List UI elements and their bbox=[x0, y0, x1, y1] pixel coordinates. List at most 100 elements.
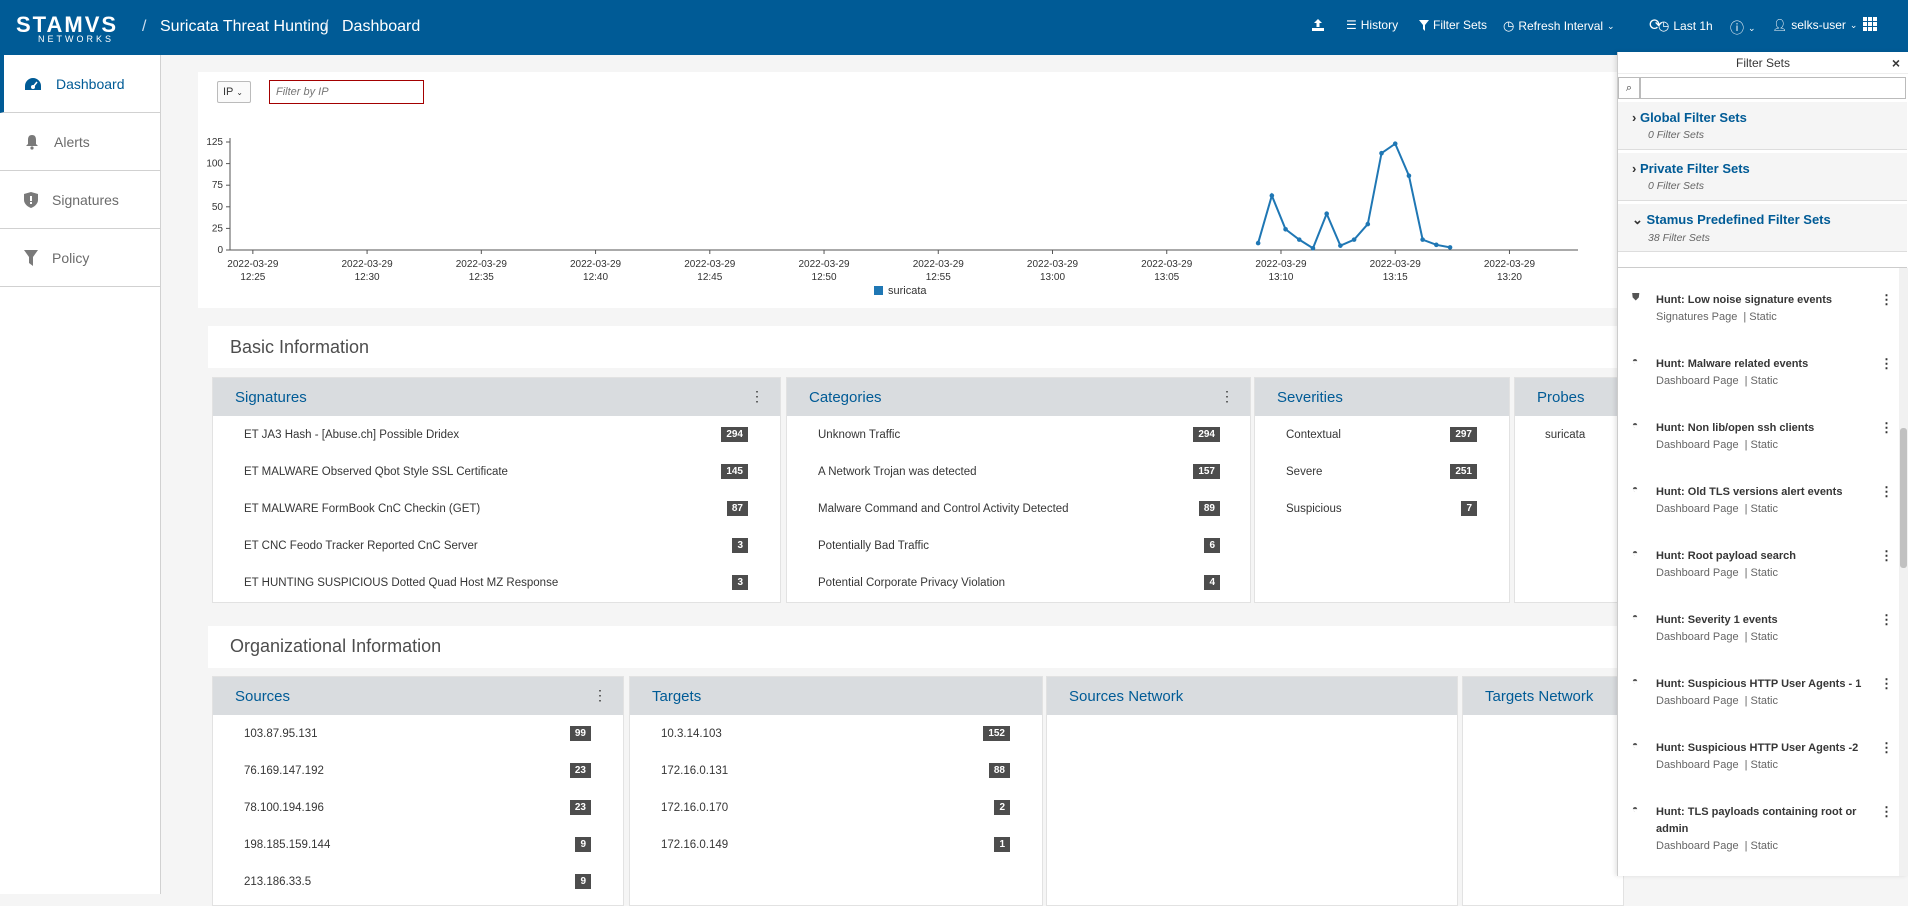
sidebar-item-dashboard[interactable]: Dashboard bbox=[0, 55, 160, 113]
sidebar-item-signatures[interactable]: Signatures bbox=[0, 171, 160, 229]
filter-set-title[interactable]: Hunt: Old TLS versions alert events bbox=[1656, 486, 1843, 498]
logo-main: STAMVS bbox=[16, 12, 119, 37]
close-icon[interactable]: × bbox=[1891, 55, 1900, 71]
table-row[interactable]: Potential Corporate Privacy Violation 4 bbox=[787, 564, 1250, 601]
help-dropdown[interactable]: ⓘ ⌄ bbox=[1730, 18, 1756, 38]
filter-set-title[interactable]: Hunt: Non lib/open ssh clients bbox=[1656, 422, 1815, 434]
kebab-menu-icon[interactable]: ⋮ bbox=[1880, 740, 1893, 755]
table-row[interactable]: ET HUNTING SUSPICIOUS Dotted Quad Host M… bbox=[213, 564, 780, 601]
card-title[interactable]: Targets bbox=[652, 687, 702, 705]
data-point bbox=[1255, 240, 1261, 246]
table-row[interactable]: 172.16.0.131 88 bbox=[630, 752, 1042, 789]
filter-set-title[interactable]: Hunt: Suspicious HTTP User Agents -2 bbox=[1656, 742, 1859, 754]
apps-grid-button[interactable] bbox=[1863, 17, 1877, 31]
count-badge: 294 bbox=[1193, 427, 1220, 442]
filter-set-title[interactable]: Hunt: Root payload search bbox=[1656, 550, 1796, 562]
card-title[interactable]: Sources Network bbox=[1069, 687, 1184, 705]
x-tick-label: 2022-03-29 12:35 bbox=[456, 259, 508, 283]
card-title[interactable]: Probes bbox=[1537, 388, 1585, 406]
filter-set-title[interactable]: Hunt: Malware related events bbox=[1656, 358, 1809, 370]
time-range-button[interactable]: ◷ Last 1h bbox=[1658, 18, 1713, 33]
table-row[interactable]: 172.16.0.149 1 bbox=[630, 826, 1042, 863]
table-row[interactable]: Severe 251 bbox=[1255, 453, 1509, 490]
kebab-menu-icon[interactable]: ⋮ bbox=[750, 388, 764, 404]
filter-set-group[interactable]: ⌄ Stamus Predefined Filter Sets 38 Filter… bbox=[1618, 204, 1907, 252]
table-row[interactable]: A Network Trojan was detected 157 bbox=[787, 453, 1250, 490]
filter-type-dropdown[interactable]: IP ⌄ bbox=[217, 81, 251, 103]
kebab-menu-icon[interactable]: ⋮ bbox=[1880, 484, 1893, 499]
kebab-menu-icon[interactable]: ⋮ bbox=[1880, 548, 1893, 563]
filter-set-item[interactable]: ⛊ Hunt: Low noise signature events Signatu… bbox=[1618, 284, 1898, 348]
filter-set-title[interactable]: Hunt: Severity 1 events bbox=[1656, 614, 1778, 626]
table-row[interactable]: 10.3.14.103 152 bbox=[630, 715, 1042, 752]
filter-set-group[interactable]: › Private Filter Sets 0 Filter Sets bbox=[1618, 153, 1907, 201]
user-dropdown[interactable]: 👤︎ selks-user ⌄ bbox=[1772, 18, 1858, 32]
row-label: Severe bbox=[1286, 465, 1323, 478]
table-row[interactable]: Unknown Traffic 294 bbox=[787, 416, 1250, 453]
filter-set-item[interactable]: ◓ Hunt: Old TLS versions alert events Dash… bbox=[1618, 476, 1898, 540]
ip-filter-input[interactable] bbox=[269, 80, 424, 104]
table-row[interactable]: ET JA3 Hash - [Abuse.ch] Possible Dridex… bbox=[213, 416, 780, 453]
kebab-menu-icon[interactable]: ⋮ bbox=[593, 687, 607, 703]
filter-set-item[interactable]: ◓ Hunt: Suspicious HTTP User Agents - 1 Da… bbox=[1618, 668, 1898, 732]
filter-set-page: Dashboard Page bbox=[1656, 695, 1739, 707]
table-row[interactable]: Malware Command and Control Activity Det… bbox=[787, 490, 1250, 527]
kebab-menu-icon[interactable]: ⋮ bbox=[1880, 420, 1893, 435]
refresh-interval-dropdown[interactable]: ◷ Refresh Interval ⌄ bbox=[1503, 18, 1615, 33]
data-point bbox=[1420, 237, 1425, 242]
refresh-button[interactable]: ⟳ bbox=[1649, 15, 1662, 35]
table-row[interactable]: Suspicious 7 bbox=[1255, 490, 1509, 527]
kebab-menu-icon[interactable]: ⋮ bbox=[1880, 612, 1893, 627]
table-row[interactable]: ET MALWARE Observed Qbot Style SSL Certi… bbox=[213, 453, 780, 490]
breadcrumb-app[interactable]: Suricata Threat Hunting bbox=[160, 18, 329, 35]
table-row[interactable]: ET MALWARE FormBook CnC Checkin (GET) 87 bbox=[213, 490, 780, 527]
x-tick-label: 2022-03-29 13:00 bbox=[1027, 259, 1079, 283]
kebab-menu-icon[interactable]: ⋮ bbox=[1880, 292, 1893, 307]
upload-button[interactable] bbox=[1311, 18, 1325, 32]
kebab-menu-icon[interactable]: ⋮ bbox=[1220, 388, 1234, 404]
filter-set-group[interactable]: › Global Filter Sets 0 Filter Sets bbox=[1618, 102, 1907, 150]
sidebar-item-alerts[interactable]: Alerts bbox=[0, 113, 160, 171]
scrollbar-thumb[interactable] bbox=[1900, 428, 1907, 568]
kebab-menu-icon[interactable]: ⋮ bbox=[1880, 356, 1893, 371]
filter-sets-button[interactable]: Filter Sets bbox=[1419, 18, 1487, 32]
filter-sets-search-input[interactable] bbox=[1640, 77, 1906, 99]
card-title[interactable]: Targets Network bbox=[1485, 687, 1594, 705]
filter-set-group-count: 0 Filter Sets bbox=[1648, 180, 1705, 192]
filter-set-title[interactable]: Hunt: Low noise signature events bbox=[1656, 294, 1833, 306]
card-title[interactable]: Sources bbox=[235, 687, 291, 705]
filter-set-item[interactable]: ◓ Hunt: Root payload search Dashboard Page… bbox=[1618, 540, 1898, 604]
card-title[interactable]: Signatures bbox=[235, 388, 307, 406]
sidebar-item-policy[interactable]: Policy bbox=[0, 229, 160, 287]
table-row[interactable]: ET CNC Feodo Tracker Reported CnC Server… bbox=[213, 527, 780, 564]
filter-set-item[interactable]: ◓ Hunt: Malware related events Dashboard P… bbox=[1618, 348, 1898, 412]
table-row[interactable]: 78.100.194.196 23 bbox=[213, 789, 623, 826]
table-row[interactable]: Potentially Bad Traffic 6 bbox=[787, 527, 1250, 564]
table-row[interactable]: 198.185.159.144 9 bbox=[213, 826, 623, 863]
row-label: Unknown Traffic bbox=[818, 428, 901, 441]
card-title[interactable]: Categories bbox=[809, 388, 882, 406]
stamus-logo[interactable]: STAMVS NETWORKS bbox=[16, 12, 119, 44]
table-row[interactable]: 213.186.33.5 9 bbox=[213, 863, 623, 900]
filter-set-title[interactable]: Hunt: TLS payloads containing root or ad… bbox=[1656, 806, 1857, 835]
scrollbar[interactable] bbox=[1899, 268, 1908, 876]
filter-set-item[interactable]: ◓ Hunt: TLS payloads containing root or a… bbox=[1618, 796, 1898, 860]
x-tick-label: 2022-03-29 12:25 bbox=[227, 259, 279, 283]
kebab-menu-icon[interactable]: ⋮ bbox=[1880, 804, 1893, 819]
table-row[interactable]: 76.169.147.192 23 bbox=[213, 752, 623, 789]
filter-set-item[interactable]: ◓ Hunt: Non lib/open ssh clients Dashboard… bbox=[1618, 412, 1898, 476]
filter-set-item[interactable]: ◓ Hunt: Suspicious HTTP User Agents -2 Das… bbox=[1618, 732, 1898, 796]
filter-sets-list: ⛊ Hunt: Low noise signature events Signatu… bbox=[1618, 268, 1898, 876]
clock-icon: ◷ bbox=[1658, 18, 1670, 33]
filter-set-title[interactable]: Hunt: Suspicious HTTP User Agents - 1 bbox=[1656, 678, 1862, 690]
table-row[interactable]: 103.87.95.131 99 bbox=[213, 715, 623, 752]
filter-set-item[interactable]: ◓ Hunt: Severity 1 events Dashboard Page | … bbox=[1618, 604, 1898, 668]
history-button[interactable]: ☰ History bbox=[1346, 18, 1399, 32]
sidebar: Dashboard Alerts Signatures Policy bbox=[0, 55, 161, 894]
table-row[interactable]: Contextual 297 bbox=[1255, 416, 1509, 453]
kebab-menu-icon[interactable]: ⋮ bbox=[1880, 676, 1893, 691]
list-item[interactable]: suricata bbox=[1545, 428, 1586, 441]
card-title[interactable]: Severities bbox=[1277, 388, 1343, 406]
dashboard-icon: ◓ bbox=[1632, 548, 1639, 559]
table-row[interactable]: 172.16.0.170 2 bbox=[630, 789, 1042, 826]
